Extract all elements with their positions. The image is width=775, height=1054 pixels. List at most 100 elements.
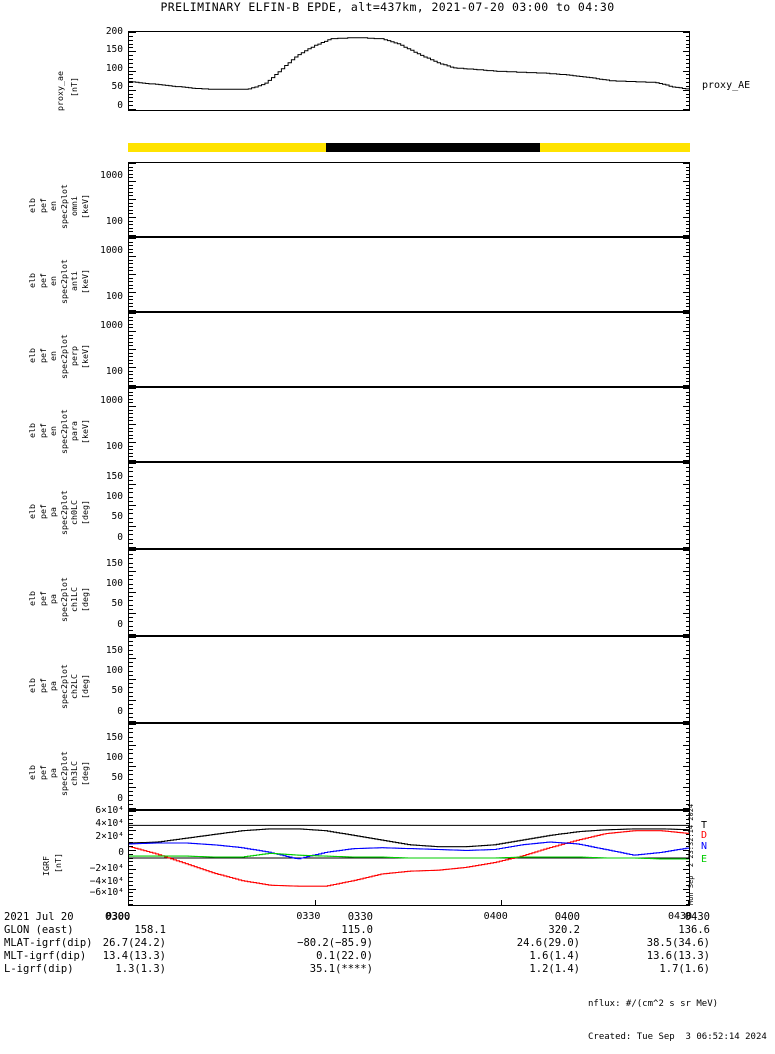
axis-tickmark [683, 592, 690, 593]
panel-pa-ch1lc-ylabel-line: pef [37, 591, 48, 607]
proxy-ae-ytick-150: 150 [105, 44, 123, 55]
axis-tickmark [129, 217, 136, 218]
axis-tickmark [686, 252, 690, 254]
panel-pa-ch2lc-ylabel-line: pef [37, 678, 48, 694]
axis-tickmark [129, 509, 133, 511]
axis-tickmark [686, 241, 690, 243]
data-availability-bar-black-segment [325, 143, 541, 152]
axis-tickmark [683, 849, 690, 851]
axis-tickmark [129, 227, 133, 229]
axis-tickmark [686, 416, 690, 418]
axis-tickmark [129, 873, 133, 874]
axis-tickmark [686, 352, 690, 354]
axis-tickmark [129, 653, 133, 655]
axis-tickmark [683, 811, 690, 812]
axis-tickmark [129, 670, 133, 672]
axis-tickmark [686, 880, 690, 882]
panel-en-anti [128, 237, 690, 312]
axis-tickmark [683, 550, 690, 551]
axis-tickmark [683, 238, 690, 239]
panel-pa-ch3lc-ylabel-line: spec2plot [58, 750, 69, 796]
axis-tickmark [683, 163, 690, 164]
axis-tickmark [129, 327, 133, 329]
axis-tickmark [683, 292, 690, 293]
axis-tickmark [683, 484, 690, 485]
igrf-plot [129, 824, 689, 887]
axis-tickmark [686, 521, 690, 523]
axis-tickmark [129, 442, 136, 443]
axis-tickmark [129, 583, 133, 585]
axis-tickmark [129, 880, 133, 882]
axis-tickmark [683, 51, 690, 53]
axis-tickmark [683, 808, 690, 809]
axis-tickmark [129, 782, 133, 784]
axis-tickmark [129, 295, 133, 297]
axis-tickmark [129, 338, 133, 340]
panel-en-anti-ylabel-line: en [48, 275, 58, 286]
axis-tickmark [686, 431, 690, 433]
axis-tickmark [686, 488, 690, 490]
axis-tickmark [129, 621, 133, 623]
axis-tickmark [129, 484, 136, 485]
axis-tickmark [129, 62, 133, 64]
axis-tickmark [683, 658, 690, 659]
ytick-pa-ch3lc-0: 0 [117, 792, 123, 804]
ytick-pa-ch3lc-150: 150 [105, 731, 123, 743]
footer-cell-c0-r3: 13.4(13.3) [102, 950, 166, 962]
axis-tickmark [129, 876, 133, 878]
axis-tickmark [129, 105, 133, 107]
footer-cell-c1-r1: 115.0 [341, 924, 373, 936]
footer-cell-c3-r4: 1.7(1.6) [659, 963, 710, 975]
axis-tickmark [129, 74, 133, 76]
axis-tickmark [129, 89, 136, 91]
axis-tickmark [686, 558, 690, 560]
proxy-ae-ytick-0: 0 [117, 100, 123, 111]
axis-tickmark [129, 849, 136, 851]
axis-tickmark [129, 838, 133, 840]
axis-tickmark [686, 566, 690, 568]
axis-tickmark [129, 683, 133, 685]
axis-tickmark [686, 381, 690, 383]
axis-tickmark [129, 808, 136, 809]
axis-tickmark [129, 658, 136, 659]
panel-pa-ch3lc-ylabel-line: elb [27, 765, 37, 781]
axis-tickmark [129, 391, 133, 393]
axis-tickmark [683, 424, 690, 425]
axis-tickmark [129, 818, 133, 820]
panel-en-perp-ylabel-line: spec2plot [58, 333, 69, 379]
axis-tickmark [129, 888, 136, 890]
ytick-en-perp-100: 100 [105, 366, 123, 377]
axis-tickmark [686, 629, 690, 631]
axis-tickmark [129, 395, 133, 397]
axis-tickmark [129, 799, 133, 801]
axis-tickmark [686, 82, 690, 84]
axis-tickmark [683, 367, 690, 368]
panel-en-para-ylabel-line: para [69, 420, 79, 441]
axis-tickmark [129, 406, 136, 407]
axis-tickmark [686, 93, 690, 95]
axis-tickmark [129, 202, 133, 204]
axis-tickmark [686, 266, 690, 268]
axis-tickmark [686, 649, 690, 651]
axis-tickmark [686, 884, 690, 886]
axis-tickmark [129, 245, 133, 247]
axis-tickmark [129, 500, 133, 502]
axis-tickmark [129, 238, 136, 239]
axis-tickmark [686, 438, 690, 440]
axis-tickmark [129, 579, 133, 581]
axis-tickmark [686, 562, 690, 564]
axis-tickmark [683, 181, 690, 182]
axis-tickmark [686, 774, 690, 776]
proxy-ae-plot [129, 37, 689, 90]
axis-tickmark [686, 625, 690, 627]
data-availability-bar [128, 143, 690, 152]
axis-tickmark [129, 420, 133, 422]
axis-tickmark [129, 356, 133, 358]
panel-proxy-ae [128, 31, 690, 111]
axis-tickmark [686, 641, 690, 643]
axis-tickmark [129, 728, 133, 730]
axis-tickmark [683, 349, 690, 350]
axis-tickmark [686, 55, 690, 57]
axis-tickmark [686, 674, 690, 676]
axis-tickmark [129, 674, 133, 676]
